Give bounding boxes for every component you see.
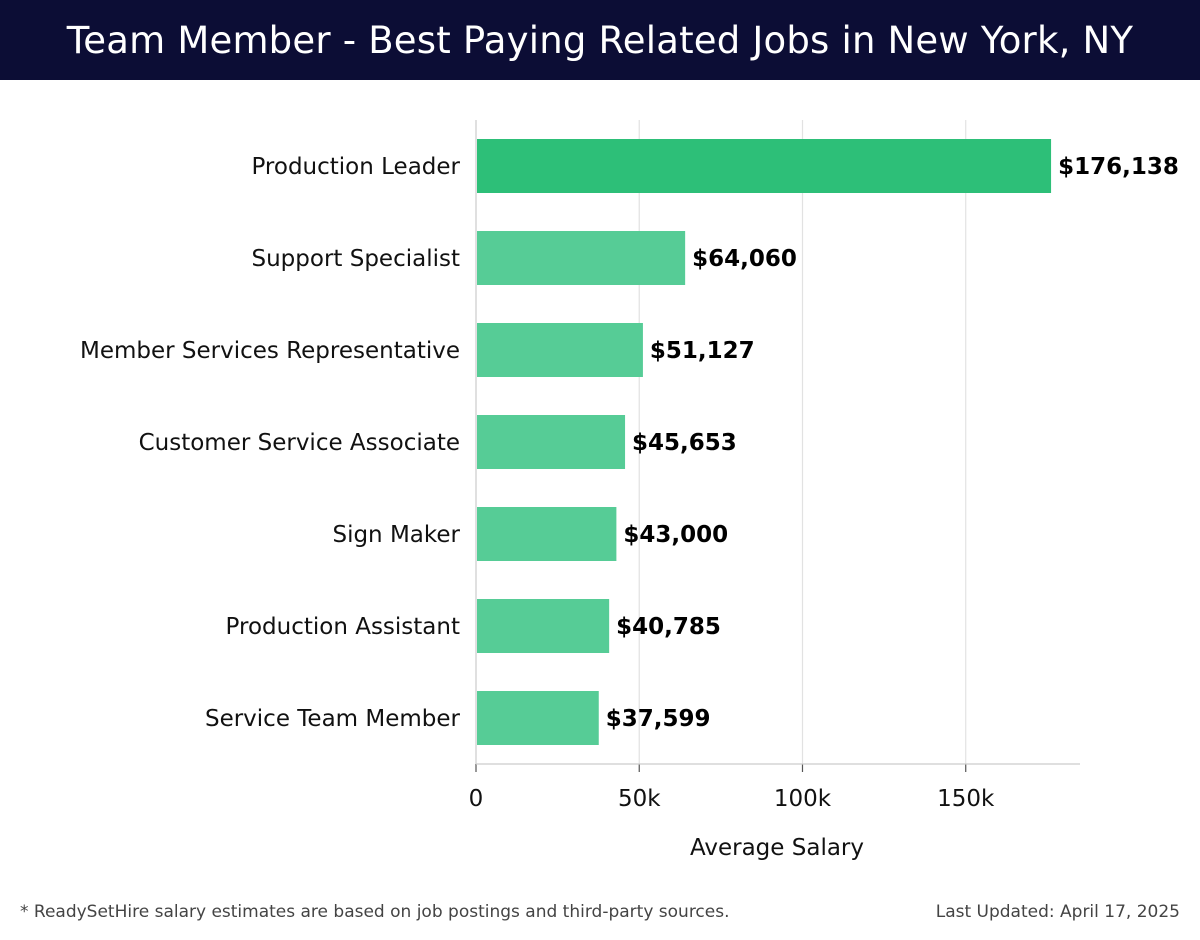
category-label: Support Specialist xyxy=(252,246,461,272)
grid-lines xyxy=(638,120,967,764)
value-label: $64,060 xyxy=(692,246,797,272)
bar-4 xyxy=(477,415,626,469)
bar-3 xyxy=(477,323,643,377)
x-tick-label: 150k xyxy=(937,786,995,812)
category-label: Customer Service Associate xyxy=(139,430,460,456)
category-label: Service Team Member xyxy=(205,706,461,732)
value-label: $45,653 xyxy=(632,430,737,456)
value-label: $51,127 xyxy=(650,338,755,364)
bar-chart: $176,138 $64,060 $51,127 $45,653 $43,000 $40,… xyxy=(80,120,1179,861)
category-label: Production Leader xyxy=(251,154,460,180)
x-tick-label: 0 xyxy=(469,786,484,812)
bar-2 xyxy=(477,231,686,285)
x-axis-title: Average Salary xyxy=(690,835,864,861)
category-label: Production Assistant xyxy=(226,614,460,640)
footer-note: * ReadySetHire salary estimates are base… xyxy=(20,902,730,922)
bar-6 xyxy=(477,599,610,653)
value-label: $176,138 xyxy=(1058,154,1179,180)
bar-1 xyxy=(477,139,1052,193)
axes: 0 50k 100k 150k Production Leader Support Spe… xyxy=(80,120,1080,812)
last-updated: Last Updated: April 17, 2025 xyxy=(935,902,1180,922)
value-label: $43,000 xyxy=(623,522,728,548)
chart-title: Team Member - Best Paying Related Jobs i… xyxy=(66,18,1134,62)
x-tick-label: 50k xyxy=(618,786,661,812)
bar-7 xyxy=(477,691,599,745)
value-label: $37,599 xyxy=(606,706,711,732)
category-label: Sign Maker xyxy=(332,522,460,548)
value-label: $40,785 xyxy=(616,614,721,640)
bar-5 xyxy=(477,507,617,561)
chart-header: Team Member - Best Paying Related Jobs i… xyxy=(0,0,1200,80)
category-label: Member Services Representative xyxy=(80,338,460,364)
bars: $176,138 $64,060 $51,127 $45,653 $43,000 $40,… xyxy=(477,139,1179,745)
x-tick-label: 100k xyxy=(774,786,832,812)
